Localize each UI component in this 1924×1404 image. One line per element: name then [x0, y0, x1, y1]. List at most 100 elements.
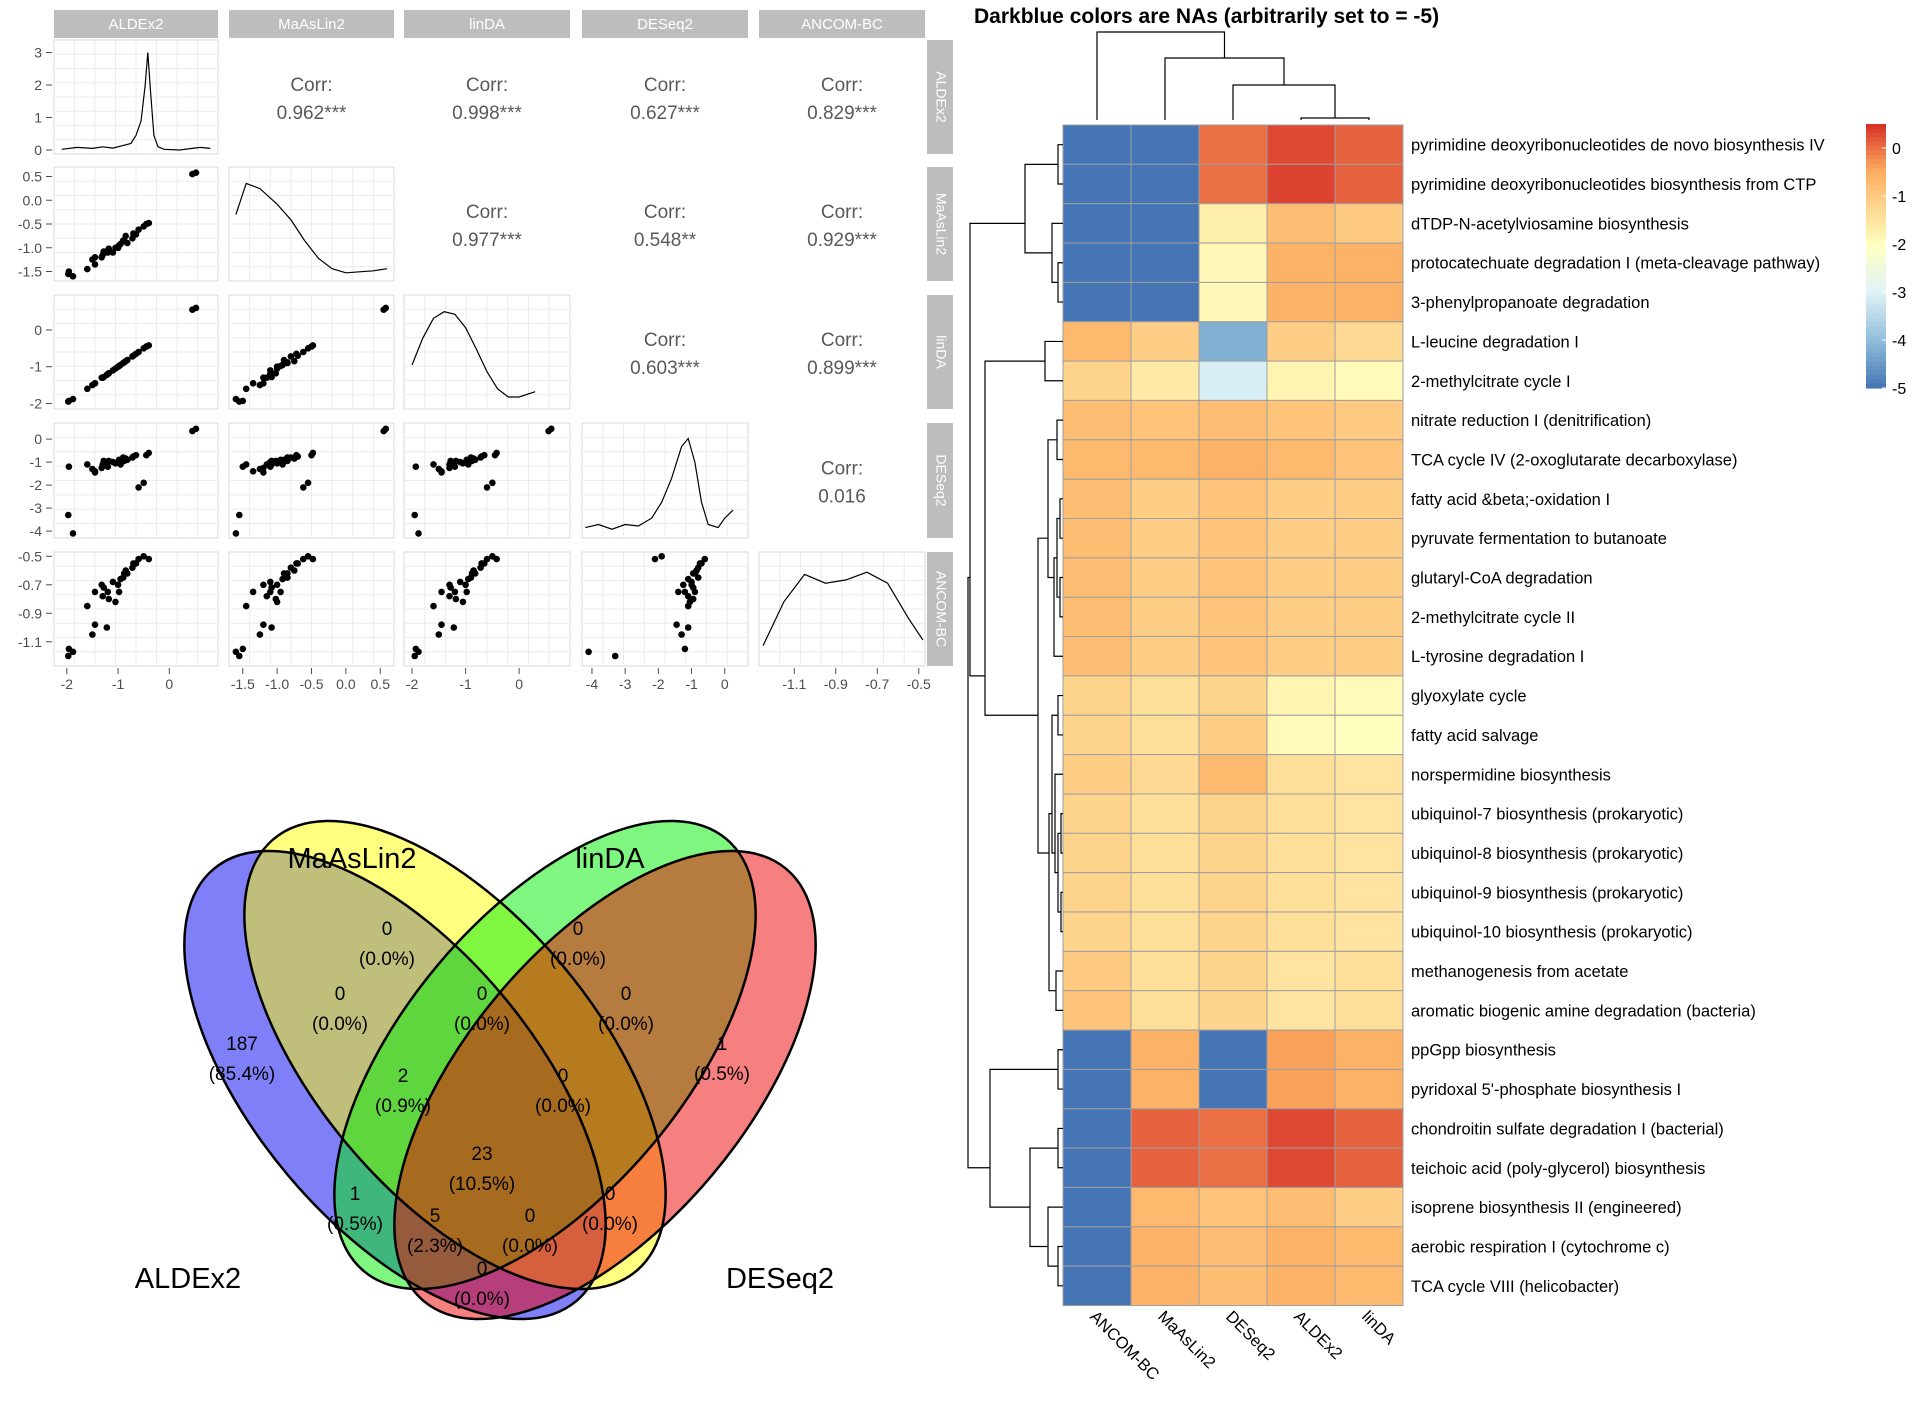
heatmap-cell — [1198, 439, 1268, 480]
heatmap-cell — [1266, 281, 1336, 323]
heatmap-row-label: pyruvate fermentation to butanoate — [1411, 530, 1667, 548]
heatmap-cell — [1130, 124, 1200, 165]
heatmap-cell — [1334, 557, 1404, 598]
heatmap-cell — [1198, 1147, 1268, 1188]
venn-outline-linda — [333, 819, 757, 1291]
scatter-point-maaslin2-aldex2 — [65, 268, 73, 275]
colorbar-segment — [1866, 238, 1886, 244]
heatmap-cell — [1198, 636, 1268, 677]
col-tick-deseq2: -4 — [586, 676, 599, 692]
scatter-point-linda-aldex2 — [192, 304, 200, 312]
venn-count-aldex2-deseq2: 0 — [477, 1259, 488, 1280]
colorbar-segment — [1866, 229, 1886, 235]
row-tick-maaslin2: -1.0 — [18, 240, 42, 256]
venn-pct-maaslin2: (0.0%) — [359, 949, 415, 970]
heatmap-cell — [1130, 1147, 1200, 1188]
scatter-point-deseq2-linda — [489, 479, 496, 487]
scatter-point-ancom-bc-deseq2 — [681, 588, 689, 596]
corr-value-maaslin2-deseq2: 0.548** — [634, 230, 697, 251]
heatmap-row-label: 3-phenylpropanoate degradation — [1411, 294, 1650, 312]
row-dendrogram-branch — [984, 360, 1045, 716]
row-dendrogram-branch — [967, 576, 990, 1169]
venn-pct-aldex2-maaslin2-deseq2: (0.0%) — [502, 1236, 558, 1257]
heatmap-cell — [1130, 793, 1200, 834]
heatmap-row-label: ubiquinol-10 biosynthesis (prokaryotic) — [1411, 924, 1693, 942]
heatmap-cell — [1334, 636, 1404, 677]
heatmap-row-label: isoprene biosynthesis II (engineered) — [1411, 1199, 1682, 1217]
venn-count-aldex2: 187 — [226, 1034, 258, 1055]
heatmap-cell — [1130, 990, 1200, 1031]
heatmap-cell — [1062, 754, 1132, 795]
scatter-point-ancom-bc-linda — [446, 592, 453, 600]
corr-value-aldex2-ancom-bc: 0.829*** — [807, 103, 877, 124]
scatter-point-deseq2-aldex2 — [100, 457, 107, 465]
colorbar-segment — [1866, 286, 1886, 292]
venn-count-aldex2-maaslin2: 0 — [335, 984, 346, 1005]
density-curve-deseq2 — [585, 437, 734, 530]
heatmap-cell — [1334, 1147, 1404, 1188]
heatmap-cell — [1198, 675, 1268, 716]
scatter-point-ancom-bc-maaslin2 — [284, 570, 291, 577]
col-tick-aldex2: -1 — [112, 676, 125, 692]
colorbar-segment — [1866, 203, 1886, 209]
heatmap-cell — [1334, 596, 1404, 638]
col-tick-ancom-bc: -0.7 — [865, 676, 889, 692]
venn-count-aldex2-linda: 1 — [350, 1184, 361, 1205]
venn-count-linda-deseq2: 0 — [621, 984, 632, 1005]
heatmap-cell — [1266, 1226, 1336, 1267]
colorbar-segment — [1866, 137, 1886, 143]
heatmap-cell — [1130, 203, 1200, 244]
colorbar-segment — [1866, 128, 1886, 134]
heatmap-cell — [1130, 1068, 1200, 1110]
scatter-point-ancom-bc-maaslin2 — [277, 588, 284, 596]
scatter-point-linda-maaslin2 — [382, 304, 390, 312]
row-dendrogram-branch — [1054, 773, 1063, 874]
heatmap-row-label: chondroitin sulfate degradation I (bacte… — [1411, 1120, 1724, 1138]
venn-pct-linda-deseq2: (0.0%) — [598, 1014, 654, 1035]
venn-pct-aldex2-maaslin2-linda-deseq2: (10.5%) — [449, 1174, 516, 1195]
strip-row-linda — [927, 295, 953, 409]
venn-count-aldex2-linda-deseq2: 5 — [430, 1206, 441, 1227]
heatmap-cell — [1334, 1108, 1404, 1149]
heatmap-row-label: protocatechuate degradation I (meta-clea… — [1411, 255, 1820, 273]
heatmap-cell — [1266, 1187, 1336, 1228]
scatter-point-ancom-bc-deseq2 — [585, 648, 592, 656]
scatter-point-ancom-bc-aldex2 — [91, 588, 99, 596]
heatmap-cell — [1198, 950, 1268, 992]
strip-col-ancom-bc — [759, 10, 925, 38]
heatmap-row-label: pyridoxal 5'-phosphate biosynthesis I — [1411, 1081, 1681, 1099]
scatter-point-ancom-bc-aldex2 — [65, 652, 72, 660]
heatmap-cell — [1198, 163, 1268, 205]
corr-label-aldex2-maaslin2: Corr: — [290, 75, 332, 96]
scatter-point-maaslin2-aldex2 — [69, 273, 77, 280]
scatter-point-maaslin2-aldex2 — [120, 237, 128, 244]
heatmap-cell — [1334, 203, 1404, 244]
colorbar-segment — [1866, 207, 1886, 213]
colorbar-segment — [1866, 344, 1886, 349]
scatter-point-ancom-bc-deseq2 — [684, 624, 692, 631]
heatmap-cell — [1334, 1068, 1404, 1110]
row-dendrogram-branch — [1057, 1127, 1063, 1169]
scatter-point-linda-maaslin2 — [239, 397, 247, 405]
heatmap-cell — [1334, 1029, 1404, 1070]
venn-set-label-maaslin2: MaAsLin2 — [288, 843, 417, 875]
row-dendrogram-branch — [1057, 694, 1063, 736]
scatter-point-linda-maaslin2 — [309, 342, 317, 349]
heatmap-cell — [1130, 321, 1200, 362]
corr-label-linda-ancom-bc: Corr: — [821, 330, 863, 351]
scatter-point-deseq2-aldex2 — [84, 461, 91, 468]
scatter-point-ancom-bc-aldex2 — [120, 570, 128, 577]
venn-count-aldex2-maaslin2-linda-deseq2: 23 — [471, 1144, 492, 1165]
corr-label-maaslin2-linda: Corr: — [466, 202, 508, 223]
scatter-point-ancom-bc-aldex2 — [112, 598, 119, 606]
row-tick-deseq2: -1 — [30, 454, 43, 470]
venn-outline-aldex2 — [183, 849, 607, 1321]
venn-count-maaslin2: 0 — [382, 919, 393, 940]
heatmap-row-label: aromatic biogenic amine degradation (bac… — [1411, 1002, 1756, 1020]
heatmap-cell — [1130, 950, 1200, 992]
scatter-point-ancom-bc-linda — [459, 598, 467, 606]
corr-label-linda-deseq2: Corr: — [644, 330, 686, 351]
heatmap-row-label: pyrimidine deoxyribonucleotides biosynth… — [1411, 176, 1816, 194]
scatter-point-deseq2-linda — [483, 484, 491, 491]
